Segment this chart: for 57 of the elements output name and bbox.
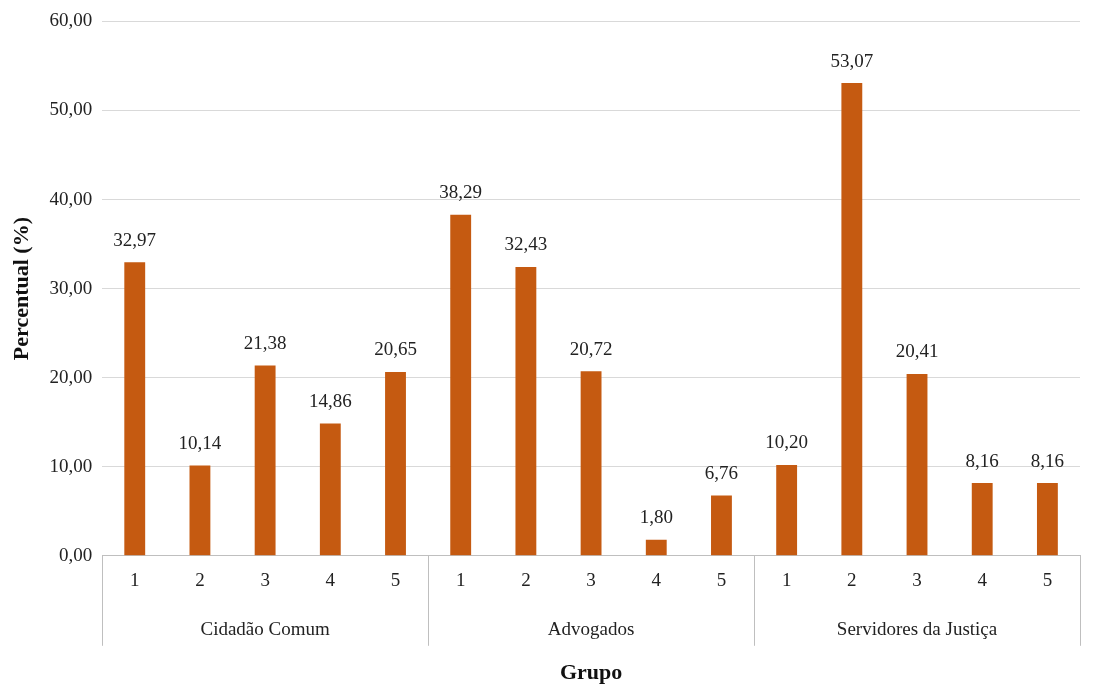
y-axis-title: Percentual (%) (7, 217, 33, 361)
data-label: 6,76 (704, 462, 739, 484)
x-tick-label: 5 (1042, 569, 1053, 591)
x-tick-label: 4 (651, 569, 662, 591)
x-tick-label: 2 (847, 569, 857, 591)
bar (776, 464, 798, 556)
text: Servidores da Justiça (836, 617, 998, 639)
bar (189, 465, 211, 556)
bar (906, 374, 928, 556)
x-tick-label: 1 (455, 569, 466, 591)
bar (1036, 483, 1058, 556)
data-label: 1,80 (639, 506, 673, 528)
x-tick-label: 3 (586, 569, 596, 591)
text: Advogados (547, 617, 635, 639)
y-tick-label: 0,00 (58, 543, 93, 565)
y-tick-label: 30,00 (49, 276, 93, 298)
data-label: 20,41 (895, 340, 939, 362)
data-label: 32,43 (504, 233, 548, 255)
data-label: 8,16 (965, 449, 999, 471)
data-label: 8,16 (1030, 449, 1065, 471)
x-tick-label: 1 (129, 569, 140, 591)
bar (580, 371, 602, 556)
data-label: 21,38 (243, 331, 287, 353)
data-label: 38,29 (439, 181, 483, 203)
x-axis-title: Grupo (559, 659, 623, 685)
bar (385, 371, 406, 556)
x-tick-label: 5 (716, 569, 727, 591)
x-tick-label: 4 (325, 569, 336, 591)
x-tick-label: 4 (977, 569, 988, 591)
data-label: 10,20 (765, 431, 809, 453)
data-label: 32,97 (113, 228, 157, 250)
y-tick-label: 60,00 (49, 9, 93, 31)
bar (124, 262, 146, 556)
text: Cidadão Comum (200, 617, 330, 639)
x-tick-label: 3 (260, 569, 270, 591)
bar (515, 266, 537, 556)
x-tick-label: 2 (521, 569, 531, 591)
bar (450, 214, 472, 556)
y-tick-label: 10,00 (49, 454, 93, 476)
x-tick-label: 2 (195, 569, 205, 591)
y-tick-label: 50,00 (49, 98, 93, 120)
bar (711, 495, 732, 556)
data-label: 20,72 (569, 337, 613, 359)
bar (319, 423, 341, 556)
data-label: 10,14 (178, 431, 222, 453)
data-label: 20,65 (374, 338, 417, 360)
bar (645, 539, 667, 556)
y-tick-label: 40,00 (49, 187, 93, 209)
bar (841, 83, 863, 556)
x-tick-label: 5 (390, 569, 401, 591)
data-label: 53,07 (830, 49, 874, 71)
data-label: 14,86 (308, 389, 352, 411)
y-tick-label: 20,00 (49, 365, 93, 387)
bar (971, 483, 993, 556)
x-tick-label: 1 (781, 569, 792, 591)
x-tick-label: 3 (912, 569, 922, 591)
bar (254, 365, 276, 556)
